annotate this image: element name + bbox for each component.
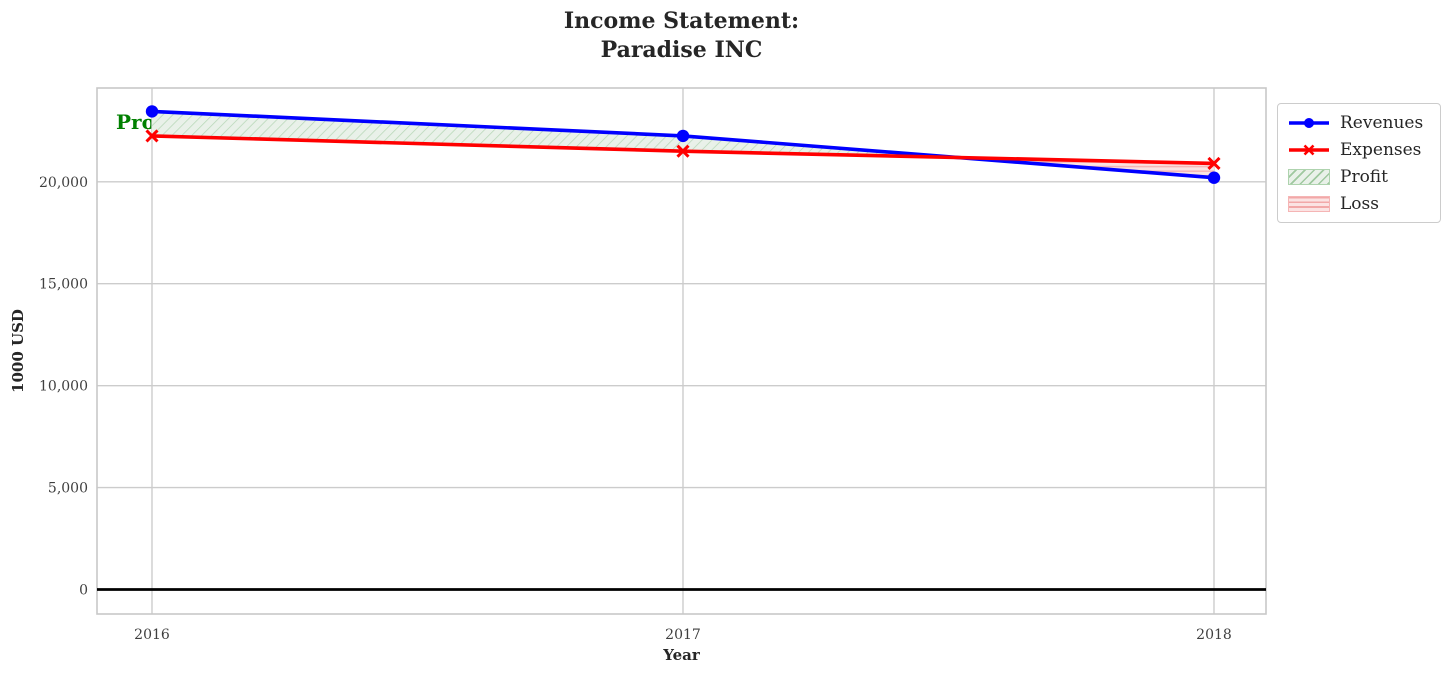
title-line-1: Income Statement: [563,8,800,34]
expenses-marker [676,144,690,158]
x-axis-label: Year [663,646,700,664]
revenues-marker [145,105,159,118]
revenues-marker [676,129,690,143]
legend-item-loss: Loss [1288,190,1434,217]
legend-label-revenues: Revenues [1340,112,1424,133]
title-line-2: Paradise INC [600,37,763,64]
legend: Revenues Expenses Profit Loss [1277,103,1441,223]
legend-item-expenses: Expenses [1288,136,1434,163]
x-tick-label: 2016 [134,627,170,643]
x-tick-label: 2017 [665,627,701,643]
y-tick-label: 20,000 [39,175,88,191]
loss-patch-icon [1288,195,1330,212]
chart-title: Income Statement: Paradise INC [97,7,1266,65]
y-tick-label: 10,000 [39,379,88,395]
revenues-line-icon [1289,117,1329,128]
y-tick-label: 15,000 [39,277,88,293]
legend-label-expenses: Expenses [1340,139,1422,160]
legend-item-profit: Profit [1288,163,1434,190]
profit-fill [152,111,958,158]
profit-patch-icon [1288,168,1330,185]
revenues-marker [1207,171,1221,184]
expenses-marker [145,129,159,143]
x-tick-label: 2018 [1196,627,1232,643]
legend-item-revenues: Revenues [1288,109,1434,136]
expenses-line-icon [1289,144,1329,155]
plot-border [96,87,1267,615]
legend-label-loss: Loss [1340,193,1379,214]
legend-label-profit: Profit [1340,166,1388,187]
expenses-marker [1207,156,1221,170]
y-tick-label: 5,000 [48,481,88,497]
y-tick-label: 0 [79,583,88,599]
